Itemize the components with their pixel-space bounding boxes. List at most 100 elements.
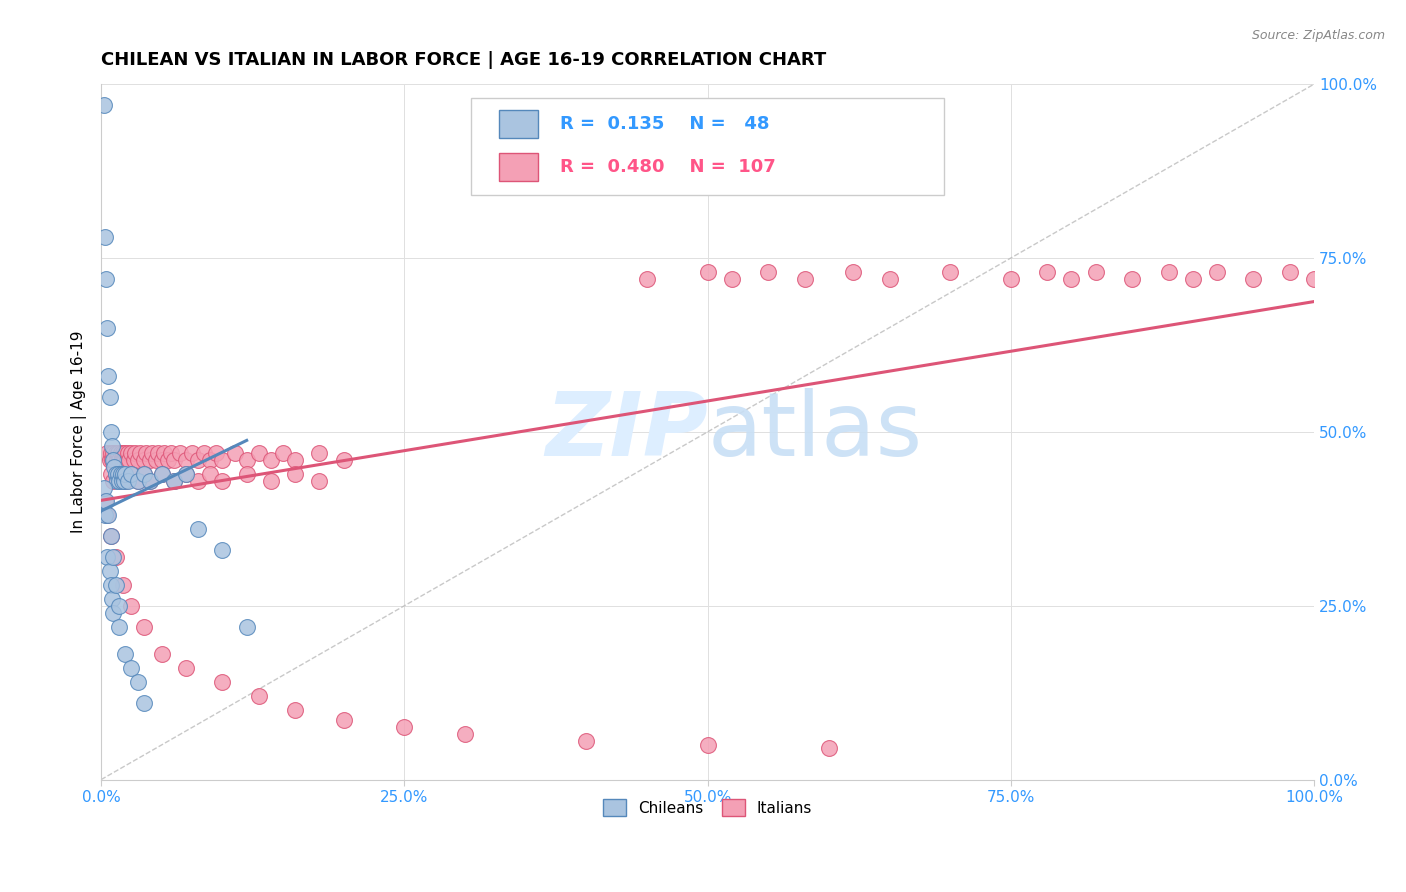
Point	[247, 689, 270, 703]
Point	[93, 481, 115, 495]
Point	[108, 452, 131, 467]
Point	[122, 452, 145, 467]
Point	[114, 446, 136, 460]
Point	[114, 474, 136, 488]
Point	[98, 390, 121, 404]
Point	[118, 452, 141, 467]
Point	[193, 446, 215, 460]
Point	[1303, 272, 1326, 286]
Point	[939, 265, 962, 279]
Point	[696, 265, 718, 279]
Point	[721, 272, 744, 286]
Point	[105, 452, 128, 467]
Point	[247, 446, 270, 460]
Point	[112, 452, 135, 467]
Point	[94, 494, 117, 508]
Point	[150, 467, 173, 481]
Point	[120, 446, 142, 460]
Text: atlas: atlas	[707, 388, 922, 475]
Point	[103, 474, 125, 488]
Point	[135, 446, 157, 460]
FancyBboxPatch shape	[471, 98, 945, 195]
Point	[96, 320, 118, 334]
Point	[104, 467, 127, 481]
Point	[160, 446, 183, 460]
Point	[163, 474, 186, 488]
Point	[181, 446, 204, 460]
Point	[308, 446, 330, 460]
Point	[260, 452, 283, 467]
Y-axis label: In Labor Force | Age 16-19: In Labor Force | Age 16-19	[72, 331, 87, 533]
Point	[1241, 272, 1264, 286]
Point	[205, 446, 228, 460]
Point	[211, 675, 233, 690]
Point	[103, 452, 125, 467]
Point	[108, 619, 131, 633]
Point	[100, 529, 122, 543]
Point	[224, 446, 246, 460]
Point	[127, 474, 149, 488]
Point	[1000, 272, 1022, 286]
Point	[187, 452, 209, 467]
Legend: Chileans, Italians: Chileans, Italians	[595, 791, 820, 824]
Point	[98, 452, 121, 467]
Point	[575, 734, 598, 748]
Point	[163, 474, 186, 488]
Point	[132, 619, 155, 633]
Point	[150, 467, 173, 481]
Point	[103, 459, 125, 474]
Point	[211, 543, 233, 558]
Point	[104, 549, 127, 564]
Point	[110, 446, 132, 460]
Point	[211, 452, 233, 467]
Point	[127, 452, 149, 467]
Point	[454, 727, 477, 741]
Point	[187, 522, 209, 536]
Text: R =  0.135    N =   48: R = 0.135 N = 48	[560, 115, 769, 133]
Text: ZIP: ZIP	[546, 388, 707, 475]
Point	[120, 467, 142, 481]
Point	[101, 591, 124, 606]
Point	[94, 272, 117, 286]
Point	[103, 549, 125, 564]
Point	[97, 369, 120, 384]
Point	[150, 452, 173, 467]
Point	[100, 425, 122, 439]
Point	[132, 452, 155, 467]
Point	[235, 619, 257, 633]
Point	[174, 467, 197, 481]
Point	[100, 578, 122, 592]
Point	[146, 446, 169, 460]
Point	[132, 696, 155, 710]
Point	[132, 467, 155, 481]
Point	[111, 578, 134, 592]
Point	[111, 452, 134, 467]
Point	[115, 452, 138, 467]
Point	[110, 467, 132, 481]
Point	[100, 446, 122, 460]
Point	[156, 452, 179, 467]
Point	[284, 452, 307, 467]
Point	[756, 265, 779, 279]
Point	[211, 474, 233, 488]
Point	[111, 467, 134, 481]
Point	[124, 446, 146, 460]
Point	[1206, 265, 1229, 279]
Point	[107, 467, 129, 481]
Point	[793, 272, 815, 286]
Point	[696, 738, 718, 752]
Point	[138, 474, 160, 488]
Point	[150, 648, 173, 662]
Point	[284, 467, 307, 481]
Point	[114, 648, 136, 662]
Point	[636, 272, 658, 286]
Point	[879, 272, 901, 286]
Point	[138, 452, 160, 467]
Point	[112, 474, 135, 488]
Point	[1036, 265, 1059, 279]
Point	[174, 467, 197, 481]
Point	[103, 446, 125, 460]
Point	[100, 529, 122, 543]
Point	[1084, 265, 1107, 279]
Point	[107, 446, 129, 460]
